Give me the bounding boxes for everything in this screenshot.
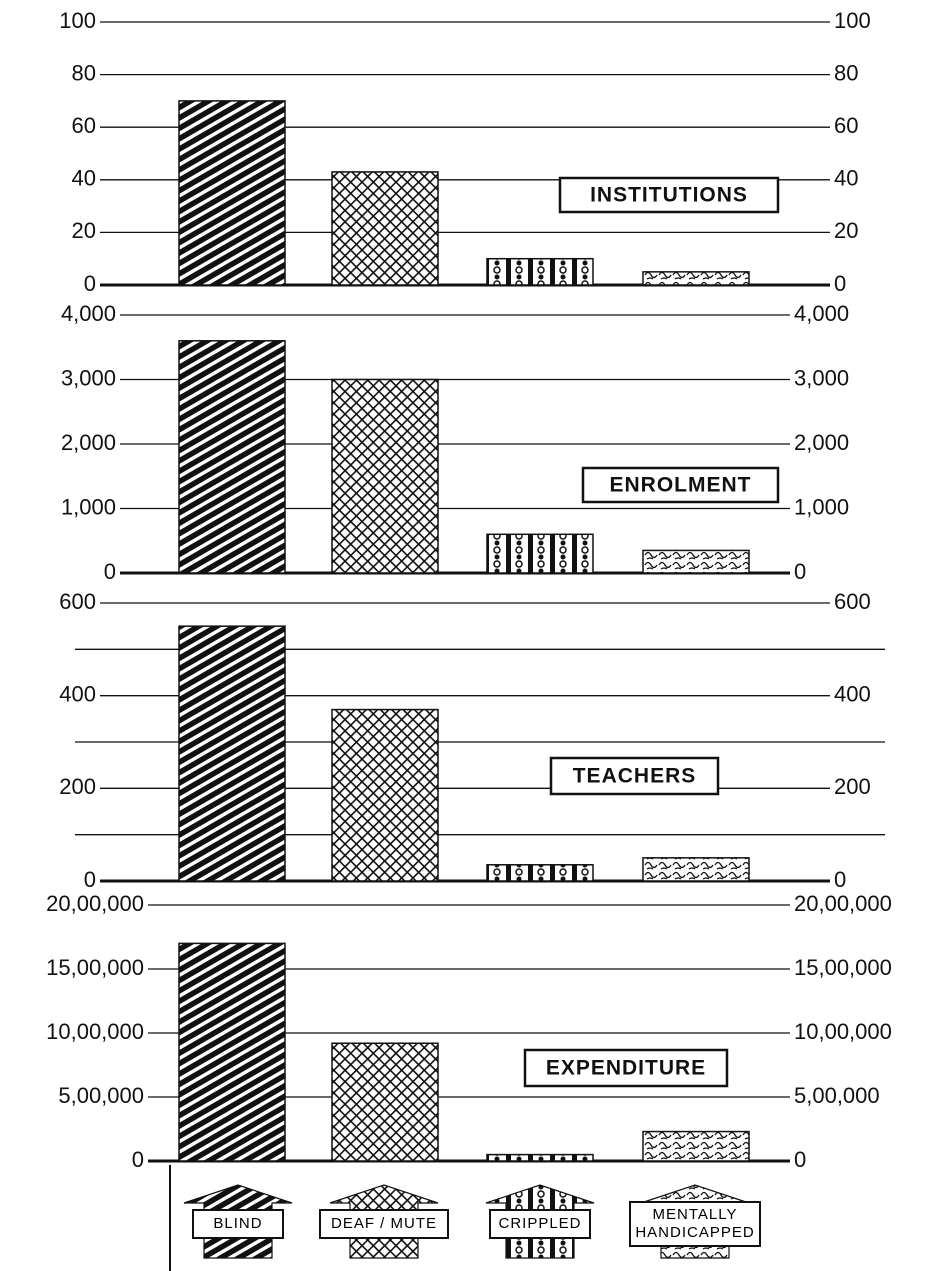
- y2-tick-label: 0: [794, 559, 806, 584]
- bar: [486, 1153, 594, 1162]
- legend-label: MENTALLY HANDICAPPED: [629, 1201, 761, 1247]
- panel-label: INSTITUTIONS: [590, 184, 748, 207]
- bar: [486, 864, 594, 882]
- y-tick-label: 3,000: [61, 365, 116, 390]
- bar: [642, 549, 750, 574]
- y2-tick-label: 3,000: [794, 365, 849, 390]
- y-tick-label: 5,00,000: [58, 1083, 144, 1108]
- y-tick-label: 15,00,000: [46, 955, 144, 980]
- y-tick-label: 60: [72, 113, 96, 138]
- y2-tick-label: 15,00,000: [794, 955, 892, 980]
- y2-tick-label: 4,000: [794, 301, 849, 326]
- y-tick-label: 1,000: [61, 494, 116, 519]
- bar: [331, 1042, 439, 1162]
- y-tick-label: 20,00,000: [46, 891, 144, 916]
- y2-tick-label: 200: [834, 774, 871, 799]
- legend-label: BLIND: [192, 1209, 284, 1239]
- panel-label-box: [558, 176, 780, 214]
- bar: [331, 171, 439, 286]
- y2-tick-label: 0: [794, 1147, 806, 1172]
- y-tick-label: 0: [132, 1147, 144, 1172]
- y2-tick-label: 400: [834, 681, 871, 706]
- legend-label: CRIPPLED: [489, 1209, 591, 1239]
- y-tick-label: 20: [72, 218, 96, 243]
- legend-label: DEAF / MUTE: [319, 1209, 449, 1239]
- bar: [642, 857, 750, 882]
- bar: [178, 625, 286, 882]
- y2-tick-label: 1,000: [794, 494, 849, 519]
- y2-tick-label: 80: [834, 60, 858, 85]
- y-tick-label: 0: [84, 867, 96, 892]
- y-tick-label: 4,000: [61, 301, 116, 326]
- y-tick-label: 80: [72, 60, 96, 85]
- y2-tick-label: 40: [834, 166, 858, 191]
- y-tick-label: 0: [84, 271, 96, 296]
- panel-label: TEACHERS: [573, 765, 697, 788]
- y2-tick-label: 10,00,000: [794, 1019, 892, 1044]
- y-tick-label: 600: [59, 589, 96, 614]
- y2-tick-label: 5,00,000: [794, 1083, 880, 1108]
- y-tick-label: 400: [59, 681, 96, 706]
- y2-tick-label: 100: [834, 8, 871, 33]
- y2-tick-label: 0: [834, 271, 846, 296]
- bar: [178, 340, 286, 574]
- y2-tick-label: 20,00,000: [794, 891, 892, 916]
- panel-label-box: [549, 756, 720, 796]
- y2-tick-label: 600: [834, 589, 871, 614]
- y-tick-label: 2,000: [61, 430, 116, 455]
- y-tick-label: 40: [72, 166, 96, 191]
- bar: [486, 257, 594, 286]
- panel-label-box: [581, 466, 780, 504]
- bar: [331, 708, 439, 882]
- panel-label: EXPENDITURE: [546, 1057, 706, 1080]
- panel-label-box: [523, 1048, 729, 1088]
- bar: [486, 533, 594, 574]
- y-tick-label: 0: [104, 559, 116, 584]
- y2-tick-label: 0: [834, 867, 846, 892]
- bar: [331, 378, 439, 574]
- bar: [642, 1130, 750, 1162]
- y2-tick-label: 60: [834, 113, 858, 138]
- y2-tick-label: 2,000: [794, 430, 849, 455]
- y-tick-label: 10,00,000: [46, 1019, 144, 1044]
- y2-tick-label: 20: [834, 218, 858, 243]
- bar: [642, 271, 750, 286]
- panel-label: ENROLMENT: [610, 474, 752, 497]
- bar: [178, 100, 286, 286]
- y-tick-label: 100: [59, 8, 96, 33]
- bar: [178, 942, 286, 1162]
- y-tick-label: 200: [59, 774, 96, 799]
